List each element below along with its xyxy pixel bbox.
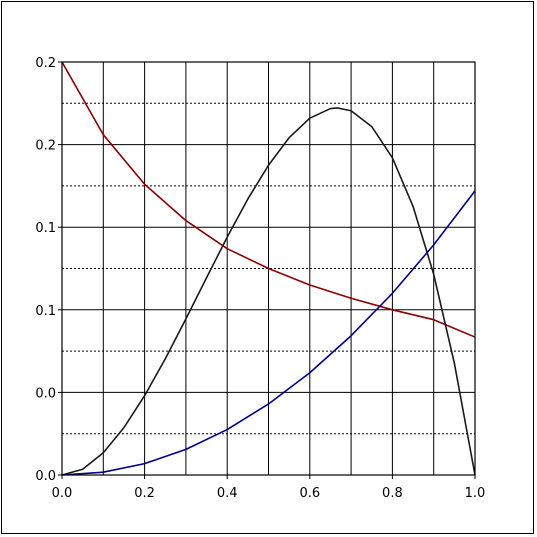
series-line-3 bbox=[61, 190, 476, 476]
x-tick-label: 0.6 bbox=[299, 486, 320, 501]
y-tick-label: 0.0 bbox=[35, 386, 56, 401]
chart-tick-labels: 0.0 0.2 0.4 0.6 0.8 1.0 0.0 0.0 0.1 0.1 0.2 0.2 bbox=[35, 56, 485, 501]
x-tick-label: 0.0 bbox=[52, 486, 73, 501]
plot-area-border bbox=[61, 61, 476, 476]
y-tick-label: 0.1 bbox=[35, 221, 56, 236]
y-tick-label: 0.1 bbox=[35, 304, 56, 319]
chart-axes bbox=[58, 61, 476, 479]
y-tick-label: 0.2 bbox=[35, 56, 56, 71]
x-tick-label: 0.8 bbox=[382, 486, 403, 501]
x-tick-label: 0.2 bbox=[134, 486, 155, 501]
series-line-1 bbox=[61, 61, 476, 338]
chart-series bbox=[61, 61, 476, 476]
x-tick-label: 1.0 bbox=[465, 486, 486, 501]
x-tick-label: 0.4 bbox=[217, 486, 238, 501]
series-line-2 bbox=[61, 107, 476, 476]
y-tick-label: 0.2 bbox=[35, 139, 56, 154]
chart-grid bbox=[62, 62, 475, 475]
y-tick-label: 0.0 bbox=[35, 469, 56, 484]
